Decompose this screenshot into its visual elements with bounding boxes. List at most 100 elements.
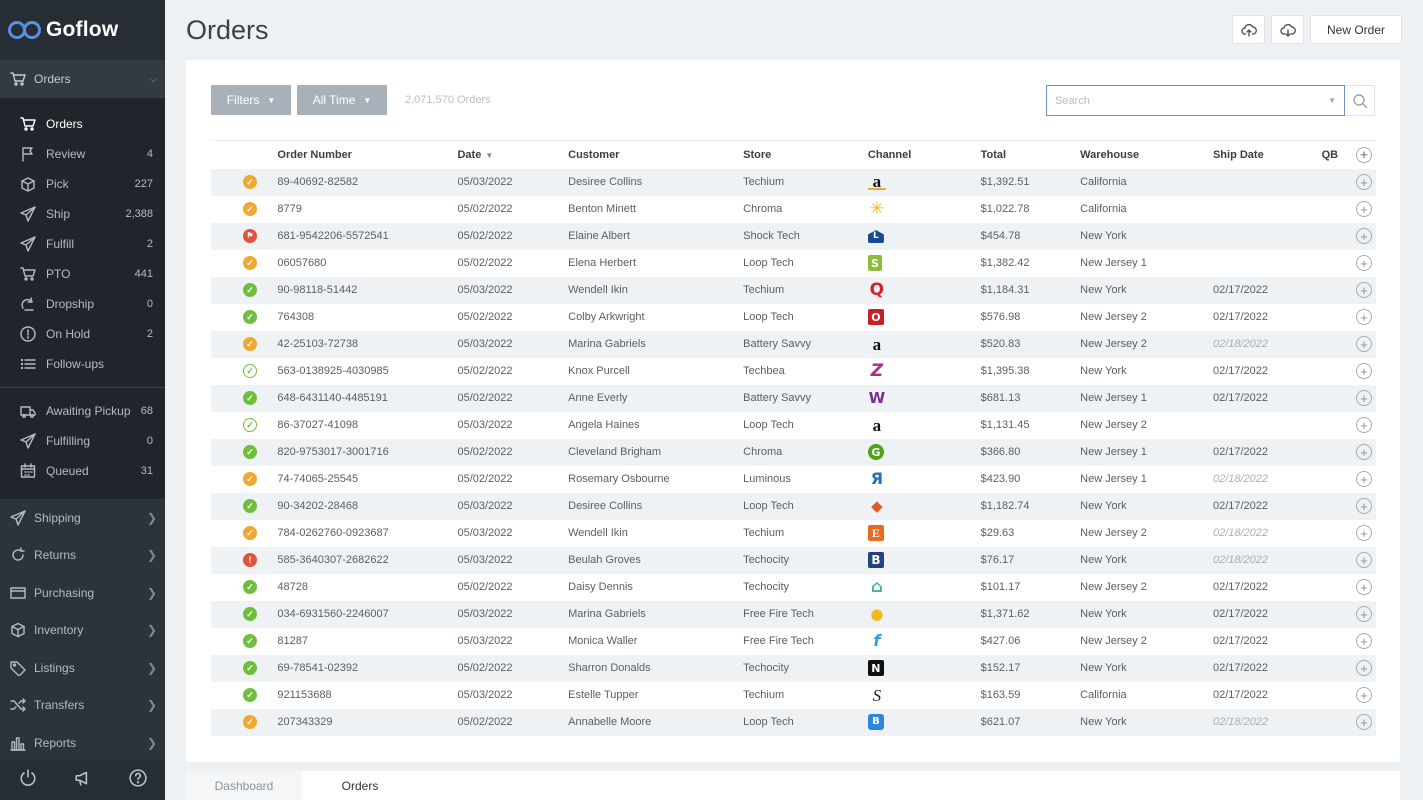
filters-button[interactable]: Filters ▼ [211,85,291,115]
search-button[interactable] [1345,85,1375,116]
new-order-button[interactable]: New Order [1310,15,1402,44]
col-channel[interactable]: Channel [867,140,981,169]
plus-circle-icon[interactable]: + [1355,174,1372,190]
order-number[interactable]: 06057680 [277,257,327,269]
table-row[interactable]: ✓ 42-25103-72738 05/03/2022 Marina Gabriels… [211,330,1376,358]
tab-orders[interactable]: Orders [302,771,418,800]
order-number[interactable]: 921153688 [277,689,332,701]
table-row[interactable]: ! 585-3640307-2682622 05/03/2022 Beulah Gro… [211,546,1376,574]
plus-circle-icon[interactable]: + [1355,498,1372,514]
cloud-upload-button[interactable] [1232,15,1265,44]
order-number[interactable]: 81287 [277,635,308,647]
plus-circle-icon[interactable]: + [1355,660,1372,676]
order-number[interactable]: 89-40692-82582 [277,176,359,188]
sidebar-group-inventory[interactable]: Inventory ❯ [0,611,165,649]
table-row[interactable]: ✓ 820-9753017-3001716 05/02/2022 Cleveland … [211,438,1376,466]
plus-circle-icon[interactable]: + [1355,336,1372,352]
table-row[interactable]: ✓ 86-37027-41098 05/03/2022 Angela Haines Lo… [211,412,1376,439]
order-number[interactable]: 207343329 [277,716,333,728]
plus-circle-icon[interactable]: + [1355,687,1372,703]
plus-circle-icon[interactable]: + [1355,525,1372,541]
table-row[interactable]: ✓ 648-6431140-4485191 05/02/2022 Anne Everl… [211,384,1376,412]
sidebar-item-follow-ups[interactable]: Follow-ups [0,349,165,379]
sidebar-group-purchasing[interactable]: Purchasing ❯ [0,574,165,612]
table-row[interactable]: ✓ 90-98118-51442 05/03/2022 Wendell Ikin Tec… [211,276,1376,304]
search-input[interactable] [1055,94,1315,107]
time-range-button[interactable]: All Time ▼ [297,85,387,115]
order-number[interactable]: 585-3640307-2682622 [277,554,389,566]
order-number[interactable]: 681-9542206-5572541 [277,230,389,242]
table-row[interactable]: ✓ 69-78541-02392 05/02/2022 Sharron Donalds… [211,654,1376,682]
order-number[interactable]: 784-0262760-0923687 [277,527,389,539]
order-number[interactable]: 90-98118-51442 [277,284,358,296]
col-total[interactable]: Total [980,140,1081,169]
order-number[interactable]: 69-78541-02392 [277,662,359,674]
plus-circle-icon[interactable]: + [1355,444,1372,460]
sidebar-item-pto[interactable]: PTO 441 [0,259,165,289]
table-row[interactable]: ✓ 8779 05/02/2022 Benton Minett Chroma ✳ $1,02… [211,196,1376,223]
plus-circle-icon[interactable]: + [1355,471,1372,487]
table-row[interactable]: ✓ 74-74065-25545 05/02/2022 Rosemary Osbour… [211,466,1376,493]
sidebar-item-dropship[interactable]: Dropship 0 [0,289,165,319]
megaphone-icon[interactable] [74,769,92,792]
table-row[interactable]: ✓ 764308 05/02/2022 Colby Arkwright Loop Tec… [211,304,1376,331]
table-row[interactable]: ✓ 921153688 05/03/2022 Estelle Tupper Techiu… [211,682,1376,709]
table-row[interactable]: ✓ 89-40692-82582 05/03/2022 Desiree Collins… [211,168,1376,196]
order-number[interactable]: 820-9753017-3001716 [277,446,389,458]
order-number[interactable]: 48728 [277,581,308,593]
sidebar-group-returns[interactable]: Returns ❯ [0,536,165,574]
sidebar-item-ship[interactable]: Ship 2,388 [0,199,165,229]
brand-logo[interactable]: Goflow [0,0,165,60]
col-warehouse[interactable]: Warehouse [1080,140,1213,169]
power-icon[interactable] [19,768,37,792]
sidebar-group-reports[interactable]: Reports ❯ [0,724,165,762]
help-icon[interactable] [128,768,147,792]
col-ship-date[interactable]: Ship Date [1212,140,1322,169]
sidebar-item-orders[interactable]: Orders [0,109,165,139]
table-row[interactable]: ✓ 034-6931560-2246007 05/03/2022 Marina Gab… [211,600,1376,628]
table-row[interactable]: ✓ 563-0138925-4030985 05/02/2022 Knox Purce… [211,358,1376,385]
plus-circle-icon[interactable]: + [1355,390,1372,406]
plus-circle-icon[interactable]: + [1355,309,1372,325]
table-row[interactable]: ⚑ 681-9542206-5572541 05/02/2022 Elaine Alb… [211,222,1376,250]
orders-section-toggle[interactable]: Orders ⌵ [0,60,165,98]
order-number[interactable]: 648-6431140-4485191 [277,392,388,404]
sidebar-group-shipping[interactable]: Shipping ❯ [0,499,165,537]
table-row[interactable]: ✓ 81287 05/03/2022 Monica Waller Free Fire T… [211,628,1376,655]
col-order-number[interactable]: Order Number [277,140,458,169]
sidebar-item-fulfill[interactable]: Fulfill 2 [0,229,165,259]
order-number[interactable]: 563-0138925-4030985 [277,365,389,377]
sidebar-item-pick[interactable]: Pick 227 [0,169,165,199]
table-row[interactable]: ✓ 48728 05/02/2022 Daisy Dennis Techocity ⌂ $1… [211,574,1376,601]
sidebar-group-listings[interactable]: Listings ❯ [0,649,165,687]
order-number[interactable]: 8779 [277,203,302,215]
sidebar-group-transfers[interactable]: Transfers ❯ [0,686,165,724]
plus-circle-icon[interactable]: + [1355,552,1372,568]
plus-circle-icon[interactable]: + [1355,579,1372,595]
plus-circle-icon[interactable]: + [1355,714,1372,730]
col-store[interactable]: Store [743,140,868,169]
sidebar-item-queued[interactable]: Queued 31 [0,456,165,486]
order-number[interactable]: 42-25103-72738 [277,338,359,350]
order-number[interactable]: 74-74065-25545 [277,473,359,485]
cloud-download-button[interactable] [1271,15,1304,44]
col-qb[interactable]: QB [1321,140,1352,169]
plus-circle-icon[interactable]: + [1355,606,1372,622]
search-dropdown-icon[interactable]: ▼ [1328,96,1336,105]
col-date[interactable]: Date ▼ [457,140,569,169]
order-number[interactable]: 90-34202-28468 [277,500,359,512]
plus-circle-icon[interactable]: + [1355,417,1372,433]
order-number[interactable]: 764308 [277,311,315,323]
plus-circle-icon[interactable]: + [1355,633,1372,649]
plus-circle-icon[interactable]: + [1355,201,1372,217]
sidebar-item-review[interactable]: Review 4 [0,139,165,169]
order-number[interactable]: 034-6931560-2246007 [277,608,389,620]
sidebar-item-on-hold[interactable]: On Hold 2 [0,319,165,349]
sidebar-item-fulfilling[interactable]: Fulfilling 0 [0,426,165,456]
tab-dashboard[interactable]: Dashboard [186,771,302,800]
table-row[interactable]: ✓ 90-34202-28468 05/03/2022 Desiree Collins… [211,492,1376,520]
plus-circle-icon[interactable]: + [1355,228,1372,244]
search-box[interactable]: ▼ [1046,85,1345,116]
table-row[interactable]: ✓ 06057680 05/02/2022 Elena Herbert Loop Tec… [211,250,1376,277]
plus-circle-icon[interactable]: + [1355,363,1372,379]
